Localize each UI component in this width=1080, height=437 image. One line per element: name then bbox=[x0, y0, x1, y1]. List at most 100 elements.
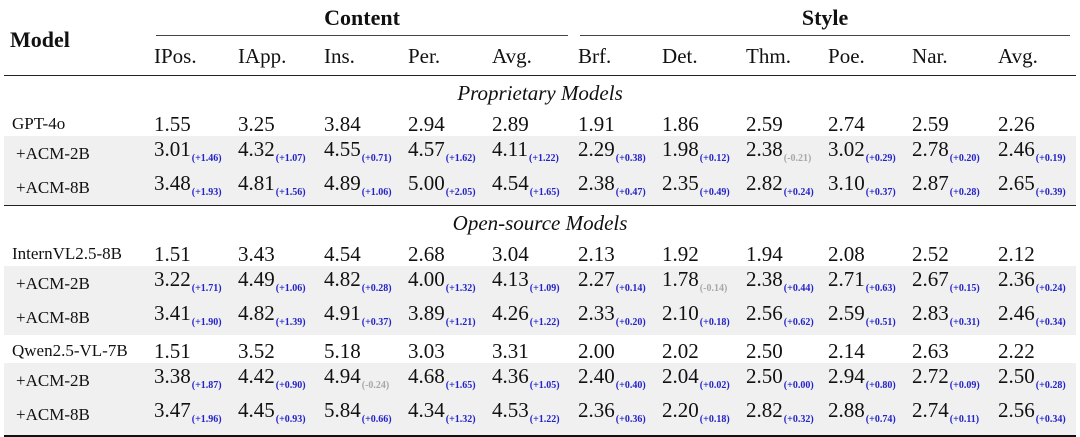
score-value: 2.94 bbox=[408, 111, 445, 136]
score-cell: 2.36(+0.36) bbox=[574, 398, 659, 437]
score-cell: 2.71(+0.63) bbox=[824, 266, 909, 301]
score-cell: 3.03 bbox=[404, 335, 488, 363]
score-value: 3.01 bbox=[154, 137, 191, 161]
score-delta: (-0.24) bbox=[361, 380, 390, 391]
score-delta: (+0.28) bbox=[1035, 380, 1066, 391]
score-delta: (+0.34) bbox=[1035, 317, 1066, 328]
score-value: 3.41 bbox=[154, 301, 191, 325]
model-header: Model bbox=[4, 4, 150, 76]
score-delta: (+0.18) bbox=[699, 414, 730, 425]
score-value: 3.02 bbox=[828, 137, 865, 161]
score-value: 3.25 bbox=[238, 111, 275, 136]
score-delta: (+0.51) bbox=[865, 317, 896, 328]
score-cell: 3.31 bbox=[488, 335, 574, 363]
score-cell: 4.81(+1.56) bbox=[234, 171, 320, 206]
score-delta: (+0.19) bbox=[1035, 153, 1066, 164]
model-name: InternVL2.5-8B bbox=[12, 243, 123, 263]
table-body: Proprietary Models GPT-4o 1.55 3.25 3.84 2.94… bbox=[4, 76, 1077, 437]
model-name: +ACM-2B bbox=[4, 266, 150, 301]
score-cell: 4.49(+1.06) bbox=[234, 266, 320, 301]
column-header: Avg. bbox=[994, 37, 1077, 76]
score-delta: (+1.96) bbox=[191, 414, 222, 425]
score-cell: 3.52 bbox=[234, 335, 320, 363]
score-cell: 4.00(+1.32) bbox=[404, 266, 488, 301]
score-delta: (+0.11) bbox=[949, 414, 980, 425]
score-delta: (+0.37) bbox=[865, 187, 896, 198]
score-value: 1.98 bbox=[662, 137, 699, 161]
column-header: Brf. bbox=[574, 37, 659, 76]
score-cell: 2.52 bbox=[908, 238, 994, 266]
score-value: 2.38 bbox=[746, 137, 783, 161]
score-value: 5.84 bbox=[324, 398, 361, 422]
score-value: 2.68 bbox=[408, 241, 445, 266]
score-value: 3.38 bbox=[154, 364, 191, 388]
score-value: 4.11 bbox=[492, 137, 528, 161]
score-delta: (+0.36) bbox=[615, 414, 646, 425]
score-value: 2.02 bbox=[662, 338, 699, 363]
score-cell: 2.27(+0.14) bbox=[574, 266, 659, 301]
score-value: 4.54 bbox=[492, 171, 529, 195]
score-delta: (+1.71) bbox=[191, 283, 222, 294]
score-value: 3.48 bbox=[154, 171, 191, 195]
score-value: 3.89 bbox=[408, 301, 445, 325]
score-value: 2.56 bbox=[746, 301, 783, 325]
score-delta: (+2.05) bbox=[445, 187, 476, 198]
score-delta: (+0.15) bbox=[949, 283, 980, 294]
score-delta: (+0.37) bbox=[361, 317, 392, 328]
score-value: 2.36 bbox=[998, 267, 1035, 291]
score-delta: (+0.38) bbox=[615, 153, 646, 164]
score-value: 2.04 bbox=[662, 364, 699, 388]
score-delta: (+1.93) bbox=[191, 187, 222, 198]
score-value: 2.26 bbox=[998, 111, 1035, 136]
score-delta: (+0.39) bbox=[1035, 187, 1066, 198]
score-delta: (+0.02) bbox=[699, 380, 730, 391]
score-cell: 2.56(+0.34) bbox=[994, 398, 1077, 437]
column-header: Ins. bbox=[320, 37, 404, 76]
score-value: 4.00 bbox=[408, 267, 445, 291]
score-cell: 4.68(+1.65) bbox=[404, 363, 488, 398]
score-delta: (+0.40) bbox=[615, 380, 646, 391]
score-value: 4.36 bbox=[492, 364, 529, 388]
score-cell: 3.04 bbox=[488, 238, 574, 266]
score-value: 1.51 bbox=[154, 338, 191, 363]
model-name: +ACM-2B bbox=[4, 136, 150, 171]
score-value: 2.40 bbox=[578, 364, 615, 388]
score-value: 4.34 bbox=[408, 398, 445, 422]
score-cell: 2.74 bbox=[824, 108, 908, 136]
score-value: 4.26 bbox=[492, 301, 529, 325]
score-delta: (+1.06) bbox=[275, 283, 306, 294]
score-delta: (+0.28) bbox=[361, 283, 392, 294]
score-value: 2.59 bbox=[912, 111, 949, 136]
score-cell: 3.43 bbox=[234, 238, 320, 266]
score-delta: (+0.63) bbox=[865, 283, 896, 294]
score-cell: 5.18 bbox=[320, 335, 404, 363]
table-row: GPT-4o 1.55 3.25 3.84 2.94 2.89 1.91 1.86 2.59 2.… bbox=[4, 108, 1076, 136]
score-cell: 2.40(+0.40) bbox=[574, 363, 659, 398]
score-value: 2.59 bbox=[746, 111, 783, 136]
score-cell: 2.38(+0.44) bbox=[742, 266, 825, 301]
score-cell: 4.13(+1.09) bbox=[488, 266, 575, 301]
score-delta: (+0.00) bbox=[783, 380, 814, 391]
score-delta: (+1.62) bbox=[445, 153, 476, 164]
score-cell: 4.32(+1.07) bbox=[234, 136, 320, 171]
score-delta: (+0.74) bbox=[865, 414, 896, 425]
content-group-label: Content bbox=[156, 5, 569, 36]
section-title: Proprietary Models bbox=[457, 80, 623, 105]
score-cell: 4.57(+1.62) bbox=[404, 136, 488, 171]
table-row: +ACM-2B 3.01(+1.46) 4.32(+1.07) 4.55(+0.71)… bbox=[4, 136, 1077, 171]
model-name: GPT-4o bbox=[12, 113, 66, 133]
score-delta: (+0.12) bbox=[699, 153, 730, 164]
score-delta: (+0.32) bbox=[783, 414, 814, 425]
score-value: 4.54 bbox=[324, 241, 361, 266]
score-value: 3.04 bbox=[492, 241, 529, 266]
score-cell: 4.45(+0.93) bbox=[234, 398, 320, 437]
table-row: +ACM-2B 3.22(+1.71) 4.49(+1.06) 4.82(+0.28)… bbox=[4, 266, 1077, 301]
score-delta: (-0.21) bbox=[783, 153, 812, 164]
score-value: 1.92 bbox=[662, 241, 699, 266]
style-group-label: Style bbox=[580, 5, 1071, 36]
column-header: IPos. bbox=[150, 37, 234, 76]
score-value: 2.33 bbox=[578, 301, 615, 325]
score-cell: 4.82(+0.28) bbox=[320, 266, 404, 301]
score-cell: 2.63 bbox=[908, 335, 994, 363]
score-delta: (+0.44) bbox=[783, 283, 814, 294]
